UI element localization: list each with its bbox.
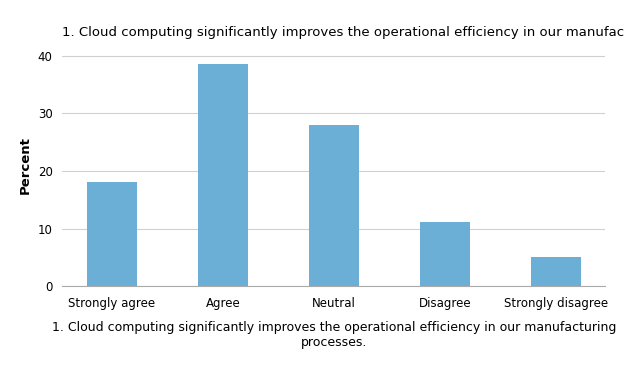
X-axis label: 1. Cloud computing significantly improves the operational efficiency in our manu: 1. Cloud computing significantly improve… xyxy=(52,321,616,349)
Text: 1. Cloud computing significantly improves the operational efficiency in our manu: 1. Cloud computing significantly improve… xyxy=(62,26,624,39)
Bar xyxy=(198,63,248,286)
Bar xyxy=(530,257,580,286)
Y-axis label: Percent: Percent xyxy=(19,136,32,194)
Bar xyxy=(420,222,470,286)
Bar xyxy=(309,126,359,286)
Bar xyxy=(87,182,137,286)
